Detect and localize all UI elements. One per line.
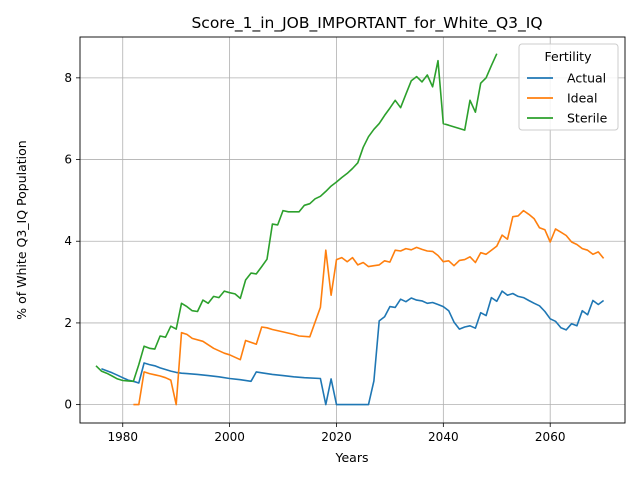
x-axis-label: Years (335, 450, 369, 465)
series-line-sterile (95, 53, 498, 383)
y-tick-label: 4 (64, 234, 72, 248)
y-axis-label: % of White Q3_IQ Population (14, 140, 29, 319)
legend-label-sterile: Sterile (567, 111, 608, 126)
legend: Fertility Actual Ideal Sterile (518, 43, 619, 131)
legend-items: Actual Ideal Sterile (527, 71, 608, 126)
legend-box (518, 43, 619, 131)
series-lines (95, 53, 605, 406)
series-line-actual (101, 290, 605, 406)
x-tick-label: 2020 (321, 430, 352, 444)
y-axis: 0 2 4 6 8 (64, 71, 80, 412)
x-axis: 1980 2000 2020 2040 2060 (107, 423, 565, 444)
x-tick-label: 2060 (535, 430, 566, 444)
legend-label-actual: Actual (567, 71, 606, 86)
x-tick-label: 2040 (428, 430, 459, 444)
legend-label-ideal: Ideal (567, 91, 597, 106)
x-tick-label: 1980 (107, 430, 138, 444)
series-line-ideal (133, 209, 605, 406)
x-tick-label: 2000 (214, 430, 245, 444)
y-tick-label: 0 (64, 398, 72, 412)
y-tick-label: 2 (64, 316, 72, 330)
legend-title: Fertility (545, 49, 593, 64)
y-tick-label: 6 (64, 153, 72, 167)
plot-frame (79, 36, 626, 424)
chart-title: Score_1_in_JOB_IMPORTANT_for_White_Q3_IQ (191, 14, 542, 33)
y-tick-label: 8 (64, 71, 72, 85)
